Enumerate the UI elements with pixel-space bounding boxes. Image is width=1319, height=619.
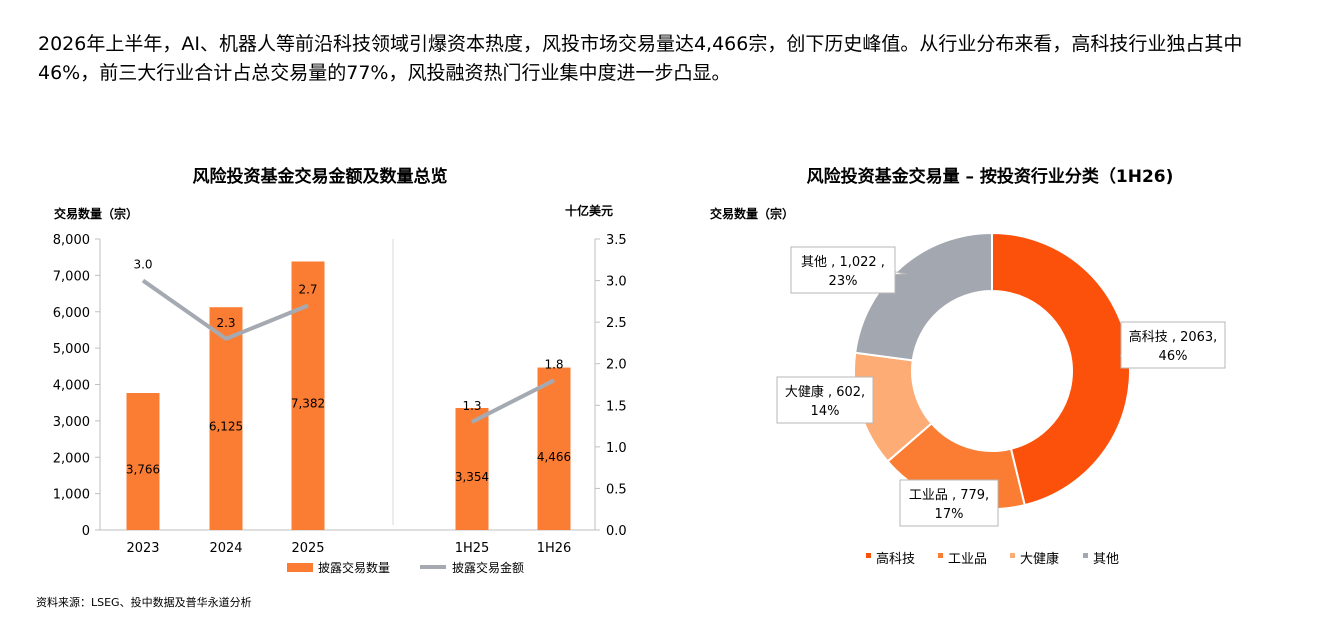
- left-tick-label: 4,000: [53, 379, 90, 394]
- bar-value-label: 6,125: [209, 420, 243, 434]
- legend-label: 工业品: [948, 552, 987, 567]
- x-tick-label: 2024: [209, 541, 242, 556]
- x-tick-label: 2025: [291, 541, 324, 556]
- slice-percent: 14%: [811, 404, 840, 419]
- legend-label: 其他: [1093, 552, 1119, 567]
- bar-value-label: 3,354: [455, 470, 489, 484]
- right-tick-label: 3.0: [606, 275, 627, 290]
- line-value-label: 1.3: [462, 399, 481, 413]
- slice-percent: 17%: [935, 507, 964, 522]
- slice-percent: 23%: [829, 274, 858, 289]
- legend-label: 大健康: [1020, 551, 1059, 567]
- donut-chart: 交易数量（宗） 高科技 , 2063, 46% 工业品 , 779, 17% 大健康 , …: [710, 206, 1226, 567]
- slice-label: 其他 , 1,022 ,: [801, 255, 885, 270]
- donut-chart-title: 风险投资基金交易量 – 按投资行业分类（1H26): [806, 167, 1174, 187]
- bar-value-label: 4,466: [537, 450, 571, 464]
- donut-slice: [991, 231, 1131, 507]
- callout-box: [790, 246, 896, 294]
- legend-bar-swatch: [287, 563, 313, 572]
- slice-label: 工业品 , 779,: [909, 488, 989, 503]
- legend-swatch: [938, 553, 943, 558]
- left-tick-label: 1,000: [53, 488, 90, 503]
- right-tick-label: 1.0: [606, 441, 627, 456]
- right-tick-label: 2.5: [606, 316, 627, 331]
- line-value-label: 3.0: [133, 258, 152, 272]
- left-tick-label: 5,000: [53, 342, 90, 357]
- right-tick-label: 0.0: [606, 524, 627, 539]
- legend-swatch: [1010, 553, 1015, 558]
- left-tick-label: 0: [82, 524, 90, 539]
- right-tick-label: 1.5: [606, 399, 627, 414]
- slice-percent: 46%: [1159, 349, 1188, 364]
- x-tick-label: 1H25: [455, 541, 490, 556]
- left-axis-title: 交易数量（宗）: [54, 206, 138, 221]
- left-tick-label: 8,000: [53, 233, 90, 248]
- bar: [209, 307, 243, 530]
- slice-label: 大健康 , 602,: [785, 384, 865, 400]
- bar-line-chart: 交易数量（宗） 十亿美元 0 1,000 2,000 3,000 4,000 5,000 6,0…: [53, 203, 627, 575]
- callout-box: [899, 479, 999, 527]
- x-tick-label: 1H26: [537, 541, 572, 556]
- right-tick-label: 0.5: [606, 482, 627, 497]
- right-tick-label: 2.0: [606, 358, 627, 373]
- donut-slice: [854, 231, 993, 362]
- intro-paragraph: 2026年上半年，AI、机器人等前沿科技领域引爆资本热度，风投市场交易量达4,4…: [38, 33, 1243, 84]
- bar: [537, 367, 571, 530]
- slice-label: 高科技 , 2063,: [1129, 329, 1218, 345]
- bar-value-label: 3,766: [126, 463, 160, 477]
- legend-line-label: 披露交易金额: [452, 560, 524, 575]
- legend-swatch: [866, 553, 871, 558]
- right-tick-label: 3.5: [606, 233, 627, 248]
- callout-box: [776, 376, 874, 424]
- right-axis-title: 十亿美元: [565, 203, 613, 218]
- legend-bar-label: 披露交易数量: [318, 560, 390, 575]
- source-note: 资料来源：LSEG、投中数据及普华永道分析: [36, 596, 252, 609]
- x-tick-label: 2023: [126, 541, 159, 556]
- donut-axis-title: 交易数量（宗）: [710, 206, 794, 221]
- bar-value-label: 7,382: [291, 397, 325, 411]
- line-value-label: 1.8: [544, 357, 563, 371]
- left-tick-label: 7,000: [53, 269, 90, 284]
- left-tick-label: 6,000: [53, 306, 90, 321]
- line-series: [471, 378, 555, 424]
- left-tick-label: 2,000: [53, 451, 90, 466]
- line-series: [141, 278, 309, 341]
- callout-box: [1120, 321, 1226, 369]
- bar: [126, 393, 160, 530]
- bar-chart-title: 风险投资基金交易金额及数量总览: [192, 167, 448, 187]
- line-value-label: 2.7: [298, 283, 317, 297]
- line-value-label: 2.3: [216, 316, 235, 330]
- bar: [455, 407, 489, 530]
- left-tick-label: 3,000: [53, 415, 90, 430]
- legend-swatch: [1083, 553, 1088, 558]
- legend-label: 高科技: [876, 551, 915, 567]
- bar: [291, 261, 325, 530]
